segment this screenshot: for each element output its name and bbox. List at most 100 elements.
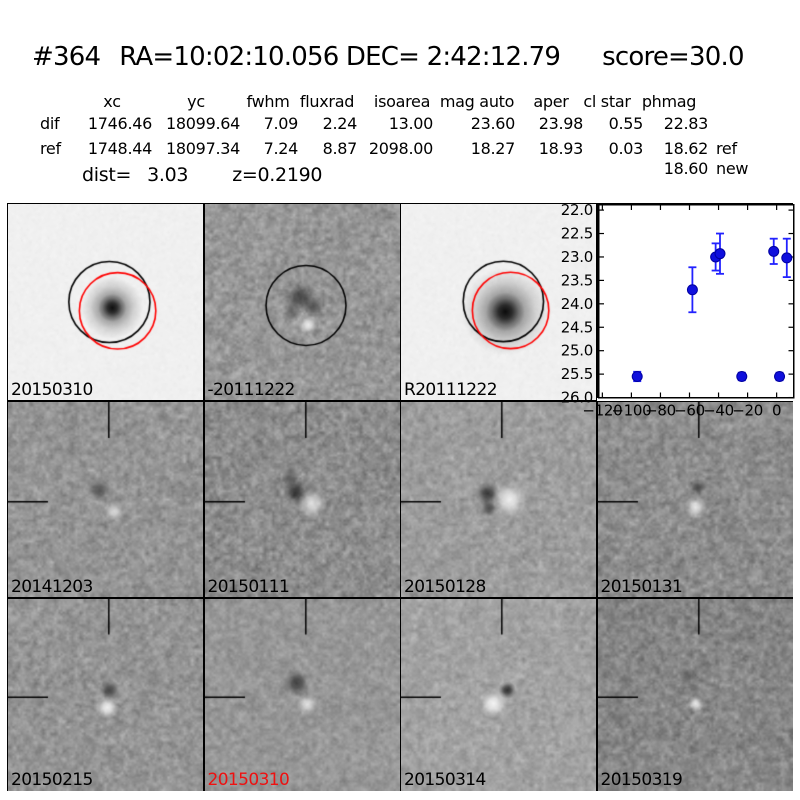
- column-header-fluxrad: fluxrad: [299, 92, 355, 111]
- stamp-20150319: 20150319: [596, 597, 793, 791]
- x-tick-label: −120: [582, 402, 622, 420]
- dist-label: dist=: [82, 164, 132, 186]
- stamp-date-label: 20150319: [600, 770, 683, 790]
- stamp-ref-20111222-image: [401, 204, 596, 400]
- stamp-date-label: 20150310: [11, 379, 93, 400]
- stamp-20150310-highlight-image: [204, 598, 400, 791]
- lightcurve-data-point: [767, 245, 779, 257]
- x-tick-label: −40: [703, 402, 734, 420]
- cell-ref-fluxrad: 8.87: [322, 139, 358, 158]
- stamp-date-label: 20150215: [11, 770, 93, 790]
- stamp-20150131-image: [597, 401, 793, 597]
- candidate-coords: RA=10:02:10.056 DEC= 2:42:12.79: [119, 42, 561, 72]
- cell-dif-fwhm: 7.09: [263, 114, 299, 133]
- stamp-date-label: -20111222: [207, 379, 296, 400]
- x-tick-label: −20: [732, 402, 763, 420]
- candidate-score: score=30.0: [602, 42, 744, 72]
- cell-suffix-ref: ref: [716, 139, 737, 158]
- lightcurve-svg: −120−100−80−60−40−20 0 22.0 22.5 23.0 23.5 24.…: [560, 201, 794, 420]
- column-header-aper: aper: [533, 92, 569, 111]
- stamp-20150131: 20150131: [596, 400, 793, 598]
- column-header-yc: yc: [187, 92, 205, 111]
- lightcurve-plot: −120 −100 −80 −60 −40 −20 0 22.0 22.5 23.0 23.5 24.…: [560, 201, 794, 420]
- cell-ref-cl-star: 0.03: [608, 139, 644, 158]
- plot-frame: [597, 204, 794, 399]
- dist-redshift-line: dist= 3.03 z=0.2190: [82, 164, 323, 186]
- lightcurve-data-point: [780, 252, 792, 264]
- stamp-new-20150310-image: [8, 204, 203, 400]
- cell-ref-isoarea: 2098.00: [368, 139, 433, 158]
- cell-dif-phmag: 22.83: [663, 114, 709, 133]
- stamp-20150111-image: [204, 401, 400, 597]
- cell-ref-fwhm: 7.24: [263, 139, 299, 158]
- x-tick-label: 0: [772, 402, 781, 420]
- stamp-date-label: 20150314: [404, 770, 486, 790]
- stamp-diff-20111222-image: [204, 204, 400, 400]
- y-tick-label: 26.0: [560, 389, 592, 407]
- stamp-20141203-image: [8, 401, 203, 597]
- column-header-mag-auto: mag auto: [439, 92, 515, 111]
- y-tick-label: 22.0: [560, 201, 592, 219]
- x-tick-label: −100: [611, 402, 651, 420]
- y-tick-label: 24.0: [560, 295, 592, 313]
- stamp-date-label: 20150310: [207, 770, 290, 790]
- candidate-id: #364: [32, 42, 101, 72]
- cell-ref-yc: 18097.34: [166, 139, 240, 158]
- dist-value: 3.03: [147, 164, 189, 186]
- cell-dif-mag-auto: 23.60: [470, 114, 516, 133]
- column-header-fwhm: fwhm: [246, 92, 290, 111]
- stamp-date-label: 20150128: [404, 576, 486, 597]
- stamp-20150215-image: [8, 598, 203, 791]
- stamp-date-label: R20111222: [404, 379, 498, 400]
- cell-suffix-new: new: [716, 159, 749, 178]
- lightcurve-data-point: [773, 370, 785, 382]
- stamp-20150310-highlight: 20150310: [203, 597, 400, 791]
- x-tick-label: −60: [674, 402, 705, 420]
- stamp-20150128-image: [401, 401, 596, 597]
- redshift-value: z=0.2190: [232, 164, 323, 186]
- cell-dif-cl-star: 0.55: [608, 114, 644, 133]
- stamp-date-label: 20150131: [600, 576, 683, 597]
- stamp-20150111: 20150111: [203, 400, 400, 598]
- stamp-20150215: 20150215: [7, 597, 204, 791]
- stamp-ref-20111222: R20111222: [400, 203, 597, 401]
- lightcurve-data-point: [735, 370, 747, 382]
- y-tick-label: 23.0: [560, 248, 592, 266]
- column-header-xc: xc: [103, 92, 121, 111]
- y-tick-label: 24.5: [560, 318, 592, 336]
- row-label-dif: dif: [40, 114, 60, 133]
- y-tick-label: 25.5: [560, 365, 592, 383]
- cell-dif-isoarea: 13.00: [388, 114, 434, 133]
- stamp-diff-20111222: -20111222: [203, 203, 400, 401]
- stamp-20150314-image: [401, 598, 596, 791]
- row-label-ref: ref: [40, 139, 61, 158]
- stamp-date-label: 20150111: [207, 576, 290, 597]
- stamp-new-20150310: 20150310: [7, 203, 204, 401]
- cell-dif-xc: 1746.46: [87, 114, 152, 133]
- y-tick-label: 23.5: [560, 271, 592, 289]
- stamp-date-label: 20141203: [11, 576, 93, 597]
- stamp-20141203: 20141203: [7, 400, 204, 598]
- cell-dif-aper: 23.98: [538, 114, 584, 133]
- lightcurve-data-point: [631, 370, 643, 382]
- cell-ref-mag-auto: 18.27: [470, 139, 516, 158]
- y-tick-label: 25.0: [560, 342, 592, 360]
- cell-ref-phmag: 18.62: [663, 139, 709, 158]
- y-tick-label: 22.5: [560, 225, 592, 243]
- cell-dif-yc: 18099.64: [166, 114, 240, 133]
- cell-dif-fluxrad: 2.24: [322, 114, 358, 133]
- lightcurve-data-point: [686, 284, 698, 296]
- stamp-20150128: 20150128: [400, 400, 597, 598]
- cell-ref-aper: 18.93: [538, 139, 584, 158]
- lightcurve-data-point: [713, 248, 725, 260]
- cell-ref-xc: 1748.44: [87, 139, 152, 158]
- page-title: #364 RA=10:02:10.056 DEC= 2:42:12.79 score…: [32, 42, 745, 72]
- cell-phmag-new: 18.60: [663, 159, 709, 178]
- column-header-phmag: phmag: [641, 92, 697, 111]
- x-tick-label: −80: [645, 402, 676, 420]
- column-header-cl-star: cl star: [583, 92, 631, 111]
- column-header-isoarea: isoarea: [373, 92, 431, 111]
- stamp-20150319-image: [597, 598, 793, 791]
- stamp-20150314: 20150314: [400, 597, 597, 791]
